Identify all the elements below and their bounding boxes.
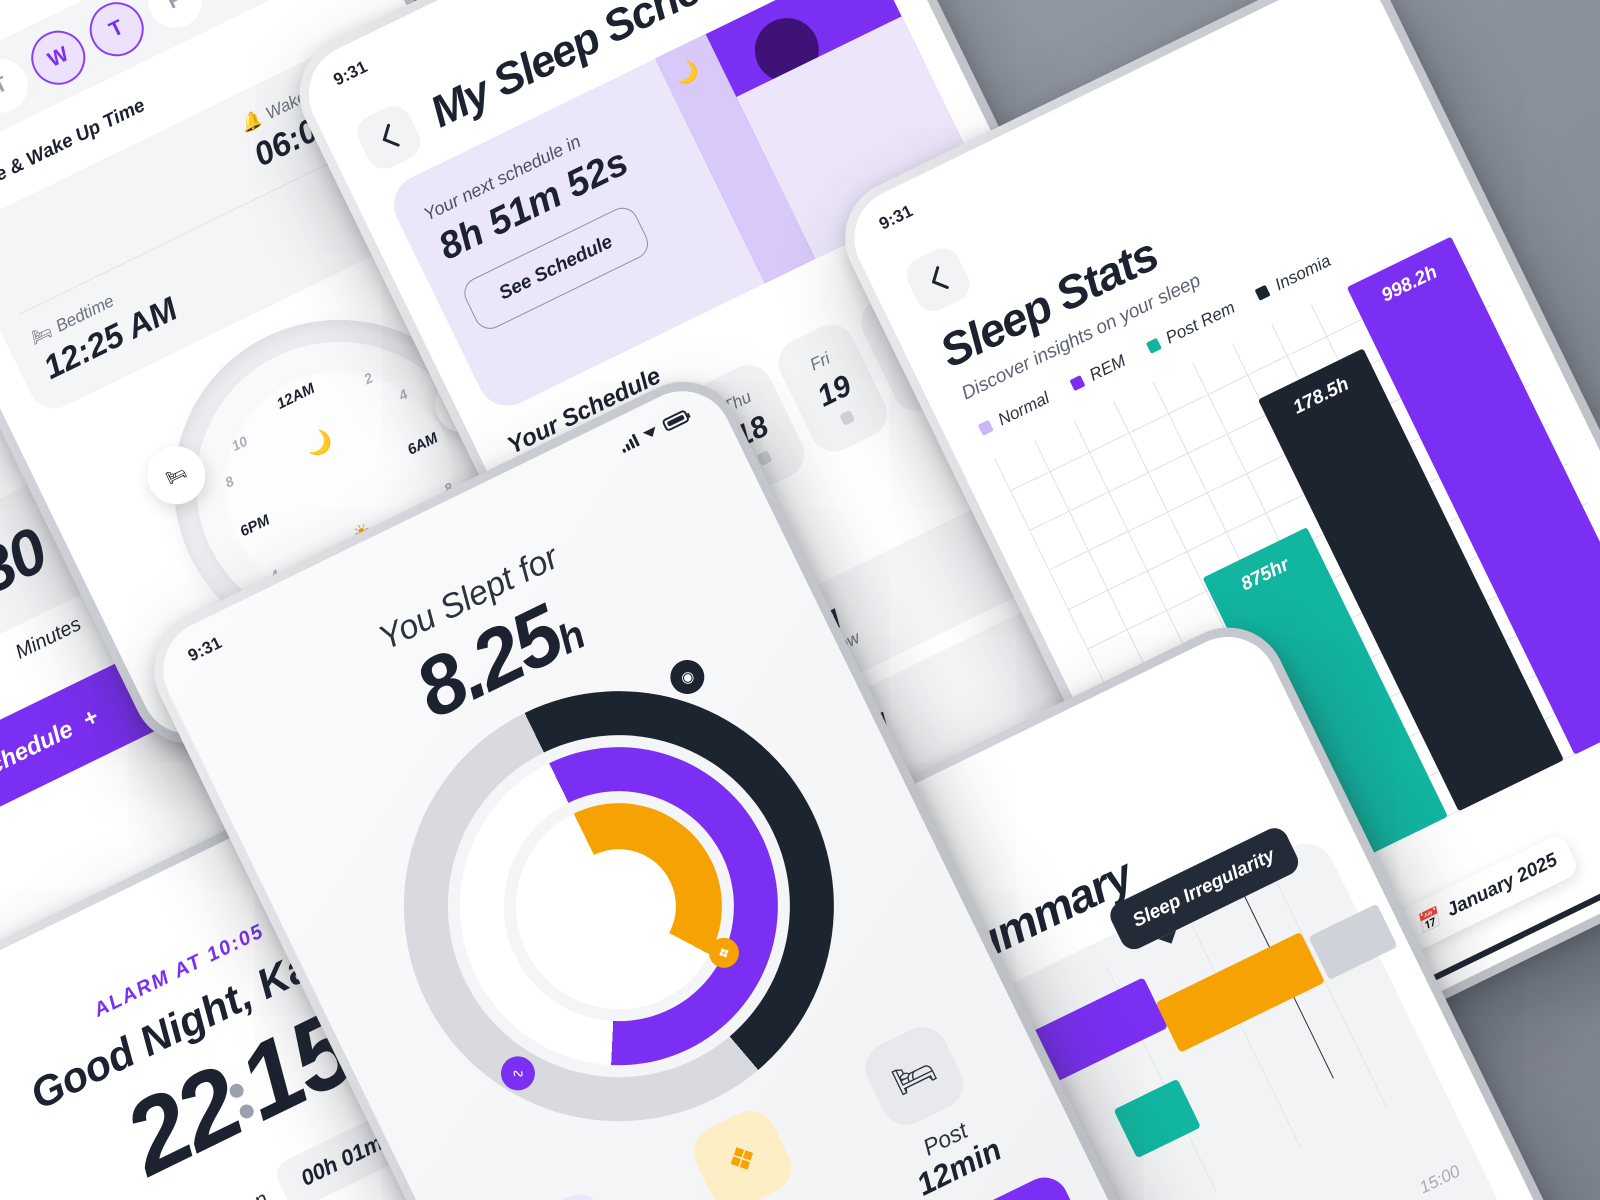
status-time: 9:31 — [184, 632, 225, 666]
wifi-icon — [642, 426, 656, 437]
dial-tick-6am: 6AM — [404, 429, 441, 459]
legend-item-rem[interactable]: REM — [1067, 351, 1129, 395]
insomia-ring-badge: ◉ — [664, 654, 711, 700]
bed-icon: 🛏 — [856, 1018, 972, 1134]
bar-value: 875hr — [1237, 553, 1293, 595]
status-bar: 9:31 — [146, 374, 730, 697]
day-chip-thu[interactable]: T — [80, 0, 153, 66]
legend-label: Normal — [994, 388, 1053, 430]
legend-label: REM — [1086, 351, 1129, 385]
chevron-left-icon — [931, 266, 949, 289]
bed-icon: 🛏 — [163, 463, 190, 488]
screen-sleep-stats: Sleep Stats Discover insights on your sl… — [837, 0, 1600, 1080]
battery-icon — [661, 408, 691, 432]
day-chip-sat[interactable]: S — [196, 0, 270, 9]
bar-value: 178.5h — [1290, 374, 1353, 419]
date-chip-day: Fri — [806, 348, 834, 375]
bar-value: 998.2h — [1378, 261, 1441, 307]
status-time: 9:31 — [876, 201, 917, 234]
date-chip-num: 19 — [812, 369, 857, 414]
day-chip-wed[interactable]: W — [22, 21, 95, 94]
status-time: 9:31 — [330, 56, 371, 90]
set-sleep-schedule-label: Set Sleep Schedule — [0, 715, 78, 837]
segment-rem[interactable] — [1113, 1078, 1201, 1159]
dial-tick-12am: 12AM — [274, 379, 318, 413]
back-button[interactable] — [900, 242, 976, 318]
day-chip-fri[interactable]: F — [138, 0, 211, 38]
dial-tick-2: 2 — [361, 369, 376, 388]
back-button[interactable] — [351, 99, 427, 175]
moon-icon: 🌙 — [300, 425, 337, 461]
calendar-icon: 📅 — [1413, 907, 1444, 937]
legend-item-normal[interactable]: Normal — [976, 388, 1053, 439]
dial-tick-6pm: 6PM — [237, 511, 273, 541]
month-label: January 2025 — [1443, 849, 1561, 922]
dial-tick-8l: 8 — [222, 472, 237, 491]
phone-slept-for: You Slept for 8.25h ◉ ∿ ❖ ◉ REM 2.14h ❖ — [134, 362, 1166, 1200]
legend-label: Insomia — [1271, 251, 1334, 295]
phone-sleep-stats: Sleep Stats Discover insights on your sl… — [825, 0, 1600, 1092]
core-icon: ❖ — [684, 1102, 800, 1200]
axis-tick: 15:00 — [1416, 1161, 1463, 1198]
chevron-left-icon — [382, 123, 400, 147]
duration-label: Duration — [186, 1186, 272, 1200]
signal-icon — [618, 433, 640, 453]
dial-tick-10l: 10 — [228, 432, 250, 454]
plus-icon: + — [78, 703, 103, 734]
month-picker[interactable]: 📅 January 2025 — [1393, 832, 1581, 954]
segment-post-rem[interactable] — [1155, 931, 1325, 1053]
legend-label: Post Rem — [1162, 297, 1238, 348]
segment-other[interactable] — [1308, 903, 1398, 981]
screen-slept-for: You Slept for 8.25h ◉ ∿ ❖ ◉ REM 2.14h ❖ — [146, 374, 1154, 1200]
